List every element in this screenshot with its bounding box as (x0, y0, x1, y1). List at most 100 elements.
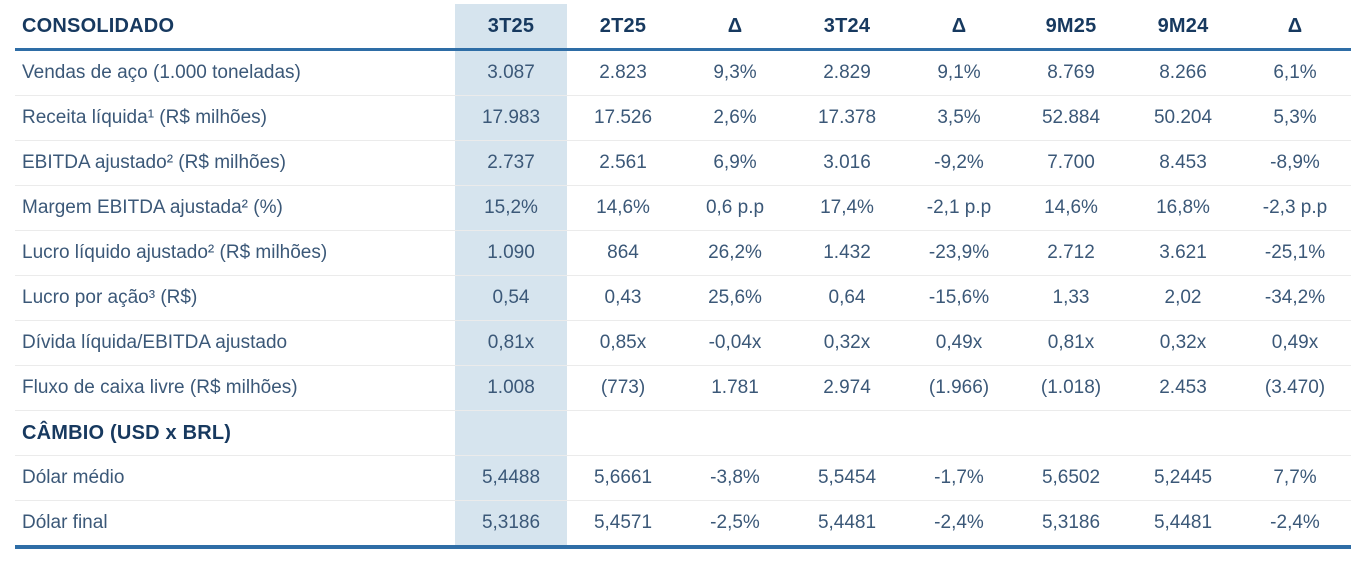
cell: 50.204 (1127, 95, 1239, 141)
cell: 17,4% (791, 185, 903, 231)
cell: 0,49x (1239, 320, 1351, 366)
cell: 1,33 (1015, 275, 1127, 321)
cell: 0,43 (567, 275, 679, 321)
cell: 5,5454 (791, 455, 903, 501)
cell: 5,6502 (1015, 455, 1127, 501)
cell: 5,6661 (567, 455, 679, 501)
cell: (1.966) (903, 365, 1015, 411)
cell: 5,3% (1239, 95, 1351, 141)
cell: 7,7% (1239, 455, 1351, 501)
row-label: Vendas de aço (1.000 toneladas) (22, 62, 301, 83)
table-row: Dívida líquida/EBITDA ajustado 0,81x 0,85x… (15, 320, 1351, 366)
cell: 3.087 (455, 49, 567, 96)
cell: -0,04x (679, 320, 791, 366)
consolidated-results-table: CONSOLIDADO 3T25 2T25 Δ 3T24 Δ 9M25 9M24 Δ Vend… (15, 4, 1351, 549)
table-title: CONSOLIDADO (15, 4, 455, 51)
cell: -2,3 p.p (1239, 185, 1351, 231)
cell: 8.769 (1047, 62, 1095, 83)
cell: 0,85x (567, 320, 679, 366)
cell: 0,32x (791, 320, 903, 366)
table-row: Lucro líquido ajustado² (R$ milhões) 1.09… (15, 230, 1351, 276)
table-row: EBITDA ajustado² (R$ milhões) 2.737 2.561 6… (15, 140, 1351, 186)
cell (455, 410, 567, 456)
cell: 0,64 (791, 275, 903, 321)
cell: -23,9% (903, 230, 1015, 276)
table-row: Dólar final 5,3186 5,4571 -2,5% 5,4481 -2,4% 5… (15, 500, 1351, 547)
row-label: Lucro líquido ajustado² (R$ milhões) (15, 230, 455, 276)
cell: 1.090 (455, 230, 567, 276)
cell: 25,6% (679, 275, 791, 321)
column-header-9m25: 9M25 (1015, 4, 1127, 51)
cell: 1.781 (679, 365, 791, 411)
cell: 3.016 (791, 140, 903, 186)
cell: 0,81x (455, 320, 567, 366)
column-header-delta-2: Δ (679, 4, 791, 51)
column-header-delta-4: Δ (903, 4, 1015, 51)
table-row: Vendas de aço (1.000 toneladas) 3.087 2.82… (15, 49, 1351, 96)
section-row: CÂMBIO (USD x BRL) (15, 410, 1351, 456)
cell: 17.983 (455, 95, 567, 141)
section-title: CÂMBIO (USD x BRL) (15, 410, 455, 456)
table-row: Dólar médio 5,4488 5,6661 -3,8% 5,5454 -1,7% 5… (15, 455, 1351, 501)
cell: 1.432 (791, 230, 903, 276)
cell: 6,1% (1273, 62, 1317, 83)
cell: 2,02 (1127, 275, 1239, 321)
cell: -34,2% (1239, 275, 1351, 321)
cell (1015, 410, 1127, 456)
cell: 2.829 (823, 62, 871, 83)
cell: 864 (567, 230, 679, 276)
cell (791, 410, 903, 456)
cell: 14,6% (567, 185, 679, 231)
cell: 5,4481 (791, 500, 903, 547)
cell: -2,5% (679, 500, 791, 547)
cell: 3.621 (1127, 230, 1239, 276)
cell: 17.526 (567, 95, 679, 141)
cell: 2.453 (1127, 365, 1239, 411)
cell: 5,4571 (567, 500, 679, 547)
cell: -25,1% (1239, 230, 1351, 276)
table-row: Margem EBITDA ajustada² (%) 15,2% 14,6% 0,6… (15, 185, 1351, 231)
cell (903, 410, 1015, 456)
table-head: CONSOLIDADO 3T25 2T25 Δ 3T24 Δ 9M25 9M24 Δ (15, 4, 1351, 51)
cell (567, 410, 679, 456)
cell: 2.823 (599, 62, 647, 83)
cell: 16,8% (1127, 185, 1239, 231)
column-header-9m24: 9M24 (1127, 4, 1239, 51)
cell: 7.700 (1015, 140, 1127, 186)
cell: 5,2445 (1127, 455, 1239, 501)
cell: 0,32x (1127, 320, 1239, 366)
cell: 2.974 (791, 365, 903, 411)
cell: 5,4488 (455, 455, 567, 501)
cell: -9,2% (903, 140, 1015, 186)
cell: 9,1% (937, 62, 981, 83)
cell: 5,4481 (1127, 500, 1239, 547)
cell: 8.453 (1127, 140, 1239, 186)
cell: 2.737 (455, 140, 567, 186)
column-header-delta-7: Δ (1239, 4, 1351, 51)
cell: 2.712 (1015, 230, 1127, 276)
column-header-3t25: 3T25 (455, 4, 567, 51)
row-label: Fluxo de caixa livre (R$ milhões) (15, 365, 455, 411)
cell: 3,5% (903, 95, 1015, 141)
cell: -15,6% (903, 275, 1015, 321)
table-row: Lucro por ação³ (R$) 0,54 0,43 25,6% 0,64 -15… (15, 275, 1351, 321)
cell: 0,6 p.p (679, 185, 791, 231)
table-body: Vendas de aço (1.000 toneladas) 3.087 2.82… (15, 49, 1351, 547)
cell: 1.008 (455, 365, 567, 411)
column-header-2t25: 2T25 (567, 4, 679, 51)
cell: 52.884 (1015, 95, 1127, 141)
row-label: EBITDA ajustado² (R$ milhões) (15, 140, 455, 186)
cell: 6,9% (679, 140, 791, 186)
cell: 5,3186 (1015, 500, 1127, 547)
cell: 2,6% (679, 95, 791, 141)
cell: -1,7% (903, 455, 1015, 501)
cell: 8.266 (1159, 62, 1207, 83)
row-label: Dólar médio (15, 455, 455, 501)
cell: 17.378 (791, 95, 903, 141)
cell: (1.018) (1015, 365, 1127, 411)
cell: 14,6% (1015, 185, 1127, 231)
row-label: Dólar final (15, 500, 455, 547)
row-label: Dívida líquida/EBITDA ajustado (15, 320, 455, 366)
cell: 0,81x (1015, 320, 1127, 366)
table-row: Receita líquida¹ (R$ milhões) 17.983 17.52… (15, 95, 1351, 141)
